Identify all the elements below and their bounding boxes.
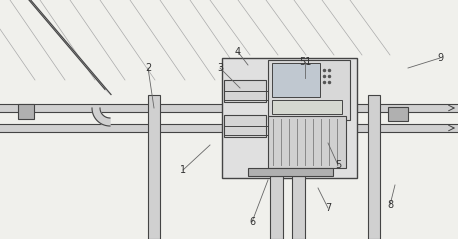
Bar	[272, 63, 320, 97]
Bar	[270, 176, 283, 239]
Text: 2: 2	[145, 63, 151, 73]
Bar	[224, 80, 266, 102]
Text: 7: 7	[325, 203, 331, 213]
Polygon shape	[20, 0, 111, 95]
Text: 8: 8	[387, 200, 393, 210]
Text: 5: 5	[335, 160, 341, 170]
Bar	[388, 107, 408, 121]
Text: 51: 51	[299, 57, 311, 67]
Text: 9: 9	[437, 53, 443, 63]
Text: 6: 6	[249, 217, 255, 227]
Bar	[292, 176, 305, 239]
Bar	[272, 100, 342, 114]
Text: 4: 4	[235, 47, 241, 57]
Polygon shape	[92, 108, 110, 126]
Bar	[268, 60, 350, 120]
Bar	[0, 104, 458, 112]
Bar	[224, 115, 266, 137]
Bar	[0, 124, 458, 132]
Bar	[18, 104, 34, 119]
Text: 3: 3	[217, 63, 223, 73]
Bar	[268, 116, 346, 168]
Bar	[148, 95, 160, 239]
Bar	[368, 95, 380, 239]
Bar	[248, 168, 333, 176]
Text: 1: 1	[180, 165, 186, 175]
Bar	[222, 58, 357, 178]
